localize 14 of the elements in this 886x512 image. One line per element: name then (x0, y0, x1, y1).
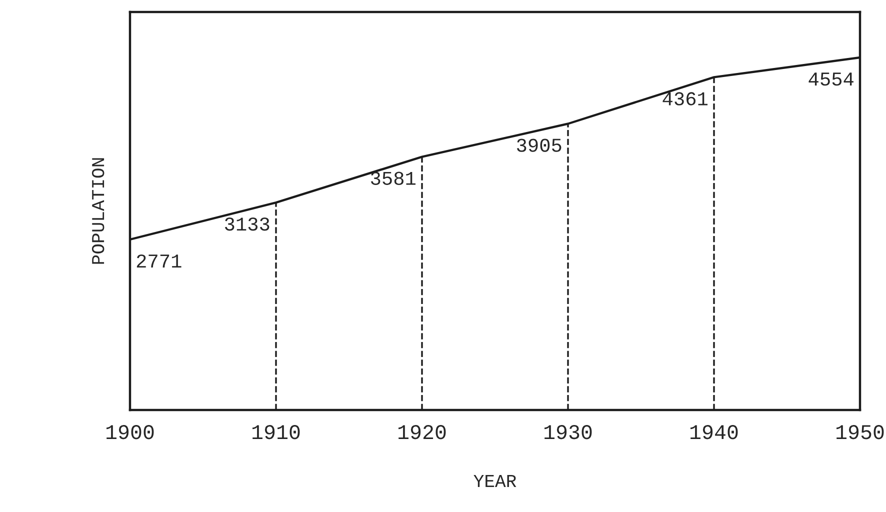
data-label: 2771 (136, 254, 182, 268)
x-tick-label: 1910 (252, 425, 300, 440)
data-label: 3581 (370, 172, 416, 185)
data-label: 3905 (516, 138, 562, 152)
data-label: 4554 (808, 72, 854, 86)
x-tick-label: 1930 (544, 425, 592, 440)
x-tick-label: 1950 (836, 425, 884, 440)
x-tick-label: 1900 (106, 425, 154, 440)
y-axis-title: POPULATION (92, 158, 104, 264)
data-label: 4361 (662, 92, 708, 106)
x-tick-label: 1940 (690, 425, 738, 440)
x-tick-label: 1920 (398, 425, 446, 440)
x-axis-title: YEAR (474, 475, 516, 487)
data-label: 3133 (224, 218, 270, 231)
